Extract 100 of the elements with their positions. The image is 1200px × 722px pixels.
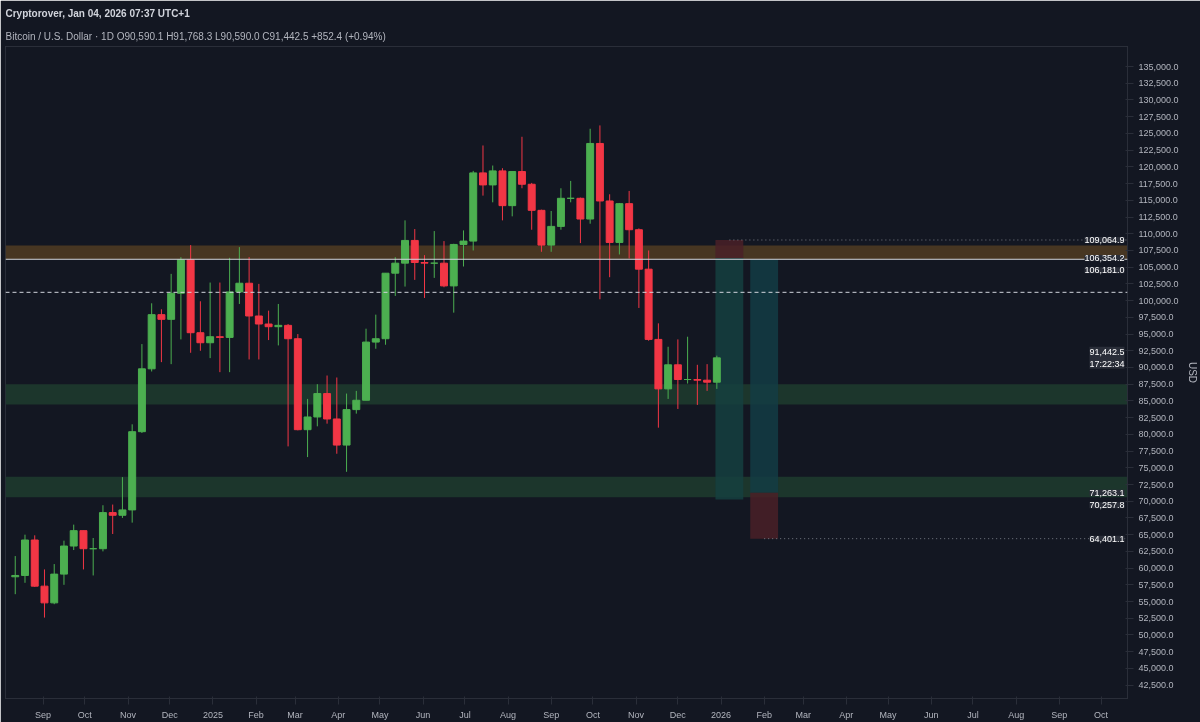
x-tick-label: Apr — [331, 709, 346, 720]
x-tick-label: Feb — [248, 709, 264, 720]
y-tick-label: 117,500.0 — [1138, 178, 1178, 189]
y-tick-label: 62,500.0 — [1138, 546, 1174, 557]
y-tick-label: 70,000.0 — [1138, 496, 1174, 507]
bar — [715, 258, 744, 500]
x-tick-label: Aug — [500, 709, 517, 720]
x-tick-label: Jun — [415, 709, 431, 720]
x-tick-label: Nov — [120, 709, 137, 720]
y-tick-label: 67,500.0 — [1138, 512, 1174, 523]
candlestick — [703, 363, 712, 392]
y-tick-label: 107,500.0 — [1138, 245, 1179, 256]
candlestick — [108, 504, 117, 535]
y-tick-label: 120,000.0 — [1138, 161, 1179, 172]
x-tick-label: Oct — [1094, 709, 1109, 720]
y-tick-label: 85,000.0 — [1138, 395, 1174, 406]
y-tick-label: 110,000.0 — [1138, 228, 1178, 239]
candlestick — [303, 398, 312, 458]
y-axis-title: USD — [1186, 361, 1198, 384]
annotation: 106,354.2 — [1084, 253, 1125, 264]
x-tick-label: May — [371, 709, 389, 720]
x-tick-label: Jun — [923, 709, 939, 720]
y-tick-label: 55,000.0 — [1138, 596, 1174, 607]
y-tick-label: 112,500.0 — [1138, 212, 1178, 223]
ref-line-label: 106,181.0 — [1084, 265, 1125, 276]
y-tick-label: 77,500.0 — [1138, 446, 1174, 457]
x-tick-label: Feb — [756, 709, 772, 720]
y-tick-label: 90,000.0 — [1138, 362, 1174, 373]
y-tick-label: 45,000.0 — [1138, 663, 1174, 674]
y-tick-label: 47,500.0 — [1138, 646, 1174, 657]
x-tick-label: Sep — [1051, 709, 1068, 720]
x-tick-label: Jul — [967, 709, 979, 720]
candlestick — [69, 524, 78, 551]
candlestick — [517, 136, 526, 189]
annotation: 109,064.9 — [1084, 234, 1125, 245]
bar — [750, 492, 779, 539]
candlestick — [157, 308, 166, 363]
candlestick — [79, 530, 88, 570]
y-tick-label: 57,500.0 — [1138, 579, 1174, 590]
x-tick-label: Aug — [1008, 709, 1025, 720]
candlestick — [576, 197, 585, 244]
candlestick — [235, 246, 244, 305]
candlestick — [673, 338, 682, 410]
y-tick-label: 135,000.0 — [1138, 61, 1179, 72]
candlestick — [284, 323, 293, 447]
y-tick-label: 125,000.0 — [1138, 128, 1179, 139]
y-tick-label: 97,500.0 — [1138, 312, 1174, 323]
x-tick-label: Mar — [287, 709, 303, 720]
candlestick — [547, 210, 556, 253]
candlestick — [440, 240, 448, 288]
y-tick-label: 102,500.0 — [1138, 278, 1179, 289]
bar — [715, 239, 744, 259]
chart-title: Bitcoin / U.S. Dollar · 1D O90,590.1 H91,768.3 L90,590.0 C91,442.5 +852.4 (+0.94%) — [5, 30, 386, 42]
x-tick-label: Mar — [795, 709, 811, 720]
y-tick-label: 80,000.0 — [1138, 429, 1174, 440]
candlestick — [206, 282, 215, 359]
y-tick-label: 75,000.0 — [1138, 462, 1174, 473]
y-tick-label: 130,000.0 — [1138, 95, 1179, 105]
chart-subtitle: Cryptorover, Jan 04, 2026 07:37 UTC+1 — [5, 7, 191, 19]
y-tick-label: 105,000.0 — [1138, 262, 1179, 273]
y-tick-label: 92,500.0 — [1138, 345, 1174, 356]
y-tick-label: 95,000.0 — [1138, 329, 1174, 340]
y-tick-label: 82,500.0 — [1138, 412, 1174, 423]
y-tick-label: 115,000.0 — [1138, 195, 1178, 206]
y-tick-label: 60,000.0 — [1138, 563, 1174, 574]
y-tick-label: 72,500.0 — [1138, 479, 1174, 490]
bar — [750, 259, 779, 493]
y-tick-label: 127,500.0 — [1138, 111, 1179, 122]
x-tick-label: Sep — [543, 709, 560, 720]
y-tick-label: 65,000.0 — [1138, 529, 1174, 540]
y-tick-label: 122,500.0 — [1138, 145, 1179, 156]
y-tick-label: 52,500.0 — [1138, 613, 1174, 624]
x-tick-label: 2026 — [711, 709, 732, 720]
x-tick-label: Sep — [35, 709, 52, 720]
x-tick-label: Jul — [459, 709, 471, 720]
y-tick-label: 100,000.0 — [1138, 295, 1179, 306]
candlestick — [215, 282, 224, 373]
annotation: 64,401.1 — [1089, 533, 1125, 544]
candlestick — [313, 383, 322, 427]
candlestick — [118, 476, 127, 519]
x-tick-label: Nov — [628, 709, 645, 720]
candlestick — [488, 165, 497, 203]
candlestick — [401, 219, 409, 288]
candlestick — [264, 310, 273, 341]
x-tick-label: Dec — [161, 709, 179, 720]
annotation: 91,442.5 17:22:34 — [1089, 346, 1125, 369]
x-tick-label: Oct — [585, 709, 601, 720]
y-tick-label: 132,500.0 — [1138, 78, 1179, 89]
candlestick — [693, 364, 702, 406]
x-tick-label: Oct — [77, 709, 93, 720]
x-tick-label: May — [879, 709, 898, 720]
x-tick-label: Apr — [839, 709, 854, 720]
annotation: 71,263.1 — [1089, 487, 1125, 498]
candlestick — [254, 283, 263, 360]
annotation: 70,257.8 — [1089, 500, 1125, 511]
x-tick-label: Dec — [669, 709, 687, 720]
y-tick-label: 87,500.0 — [1138, 379, 1174, 390]
x-tick-label: 2025 — [202, 709, 223, 720]
y-tick-label: 50,000.0 — [1138, 629, 1174, 640]
candlestick — [479, 144, 487, 197]
